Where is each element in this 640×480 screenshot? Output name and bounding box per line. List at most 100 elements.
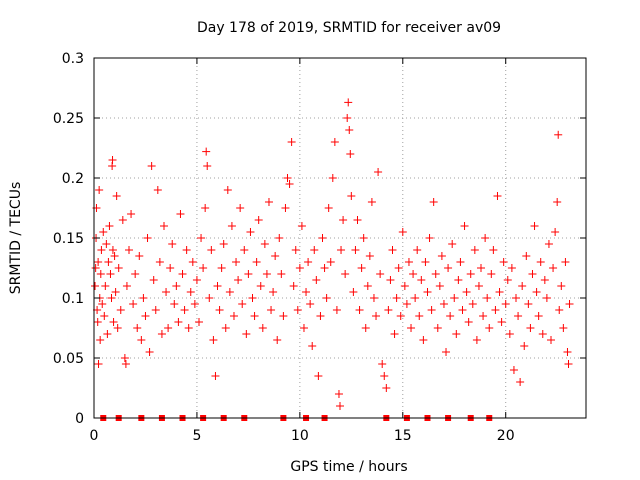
data-point bbox=[129, 300, 138, 308]
data-point bbox=[250, 312, 259, 320]
data-point bbox=[514, 312, 523, 320]
data-point bbox=[337, 246, 346, 254]
data-point bbox=[435, 282, 444, 290]
data-point bbox=[94, 258, 103, 266]
data-point bbox=[166, 264, 175, 272]
data-point bbox=[472, 336, 481, 344]
data-point bbox=[462, 288, 471, 296]
data-point bbox=[299, 324, 308, 332]
data-point bbox=[184, 324, 193, 332]
x-tick-label: 20 bbox=[497, 428, 515, 444]
data-point bbox=[339, 216, 348, 224]
x-tick-label: 15 bbox=[394, 428, 412, 444]
data-point bbox=[367, 198, 376, 206]
data-point bbox=[351, 246, 360, 254]
data-point bbox=[343, 114, 352, 122]
data-point bbox=[466, 270, 475, 278]
data-point bbox=[99, 228, 108, 236]
data-point bbox=[295, 264, 304, 272]
data-point bbox=[221, 324, 230, 332]
data-point bbox=[497, 318, 506, 326]
data-point bbox=[547, 336, 556, 344]
data-point bbox=[402, 300, 411, 308]
data-point bbox=[256, 282, 265, 290]
data-point bbox=[194, 318, 203, 326]
data-point bbox=[312, 276, 321, 284]
data-point bbox=[157, 330, 166, 338]
data-point bbox=[186, 288, 195, 296]
data-point bbox=[246, 228, 255, 236]
data-point bbox=[209, 336, 218, 344]
data-point bbox=[386, 276, 395, 284]
data-point bbox=[365, 252, 374, 260]
data-point bbox=[102, 240, 111, 248]
data-point bbox=[563, 348, 572, 356]
data-point bbox=[553, 198, 562, 206]
grid-lines bbox=[94, 58, 586, 418]
data-point bbox=[322, 294, 331, 302]
data-point bbox=[417, 276, 426, 284]
data-point bbox=[172, 282, 181, 290]
data-point bbox=[103, 330, 112, 338]
data-point bbox=[279, 312, 288, 320]
y-tick-label: 0.05 bbox=[53, 351, 84, 367]
data-point bbox=[248, 294, 257, 302]
data-point bbox=[507, 264, 516, 272]
data-point bbox=[127, 210, 136, 218]
data-point bbox=[314, 372, 323, 380]
data-point bbox=[203, 162, 212, 170]
x-axis-title: GPS time / hours bbox=[290, 459, 407, 475]
data-point bbox=[267, 306, 276, 314]
x-tick-label: 5 bbox=[192, 428, 201, 444]
data-point bbox=[349, 288, 358, 296]
data-point bbox=[487, 270, 496, 278]
data-point bbox=[318, 234, 327, 242]
data-point bbox=[526, 324, 535, 332]
data-point bbox=[225, 288, 234, 296]
data-point bbox=[330, 138, 339, 146]
data-point bbox=[536, 258, 545, 266]
data-point bbox=[392, 294, 401, 302]
data-point bbox=[347, 192, 356, 200]
data-point bbox=[96, 270, 105, 278]
data-point bbox=[413, 246, 422, 254]
data-point bbox=[555, 306, 564, 314]
data-point bbox=[109, 318, 118, 326]
y-axis-title: SRMTID / TECUs bbox=[8, 182, 24, 295]
data-point bbox=[483, 294, 492, 302]
data-point bbox=[174, 318, 183, 326]
data-point bbox=[260, 240, 269, 248]
data-point bbox=[122, 282, 131, 290]
data-point bbox=[215, 306, 224, 314]
data-point bbox=[551, 228, 560, 236]
data-point bbox=[91, 282, 100, 290]
data-point bbox=[359, 234, 368, 242]
data-point bbox=[532, 288, 541, 296]
data-point bbox=[192, 276, 201, 284]
data-point bbox=[164, 324, 173, 332]
data-point bbox=[151, 306, 160, 314]
data-point bbox=[108, 156, 117, 164]
data-point bbox=[227, 222, 236, 230]
data-point bbox=[474, 282, 483, 290]
data-point bbox=[479, 312, 488, 320]
data-point bbox=[297, 222, 306, 230]
data-point bbox=[549, 264, 558, 272]
data-point bbox=[293, 306, 302, 314]
data-point bbox=[454, 276, 463, 284]
data-point bbox=[234, 276, 243, 284]
data-point bbox=[93, 318, 102, 326]
data-point bbox=[518, 282, 527, 290]
data-point bbox=[155, 258, 164, 266]
data-point bbox=[105, 222, 114, 230]
data-point bbox=[524, 300, 533, 308]
data-point bbox=[202, 147, 211, 156]
data-point bbox=[244, 270, 253, 278]
data-point bbox=[326, 258, 335, 266]
y-tick-label: 0.15 bbox=[53, 231, 84, 247]
data-point bbox=[477, 264, 486, 272]
data-point bbox=[499, 258, 508, 266]
data-point bbox=[336, 402, 344, 410]
data-point bbox=[452, 330, 461, 338]
data-point bbox=[131, 270, 140, 278]
